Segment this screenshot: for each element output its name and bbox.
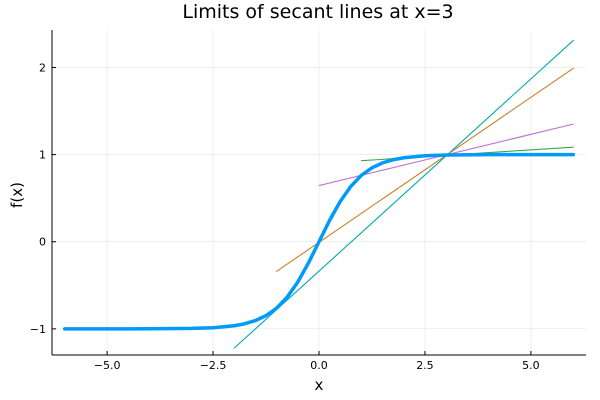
tick-labels: −5.0 −2.5 0.0 2.5 5.0 −1 0 1 2 (30, 61, 540, 372)
x-axis-label: x (315, 376, 324, 394)
x-tick-label: −5.0 (94, 359, 121, 372)
plot-axes (51, 30, 586, 356)
y-tick-label: 1 (39, 149, 46, 162)
y-tick-label: 0 (39, 236, 46, 249)
y-axis-label: f(x) (8, 182, 26, 208)
data-series (62, 39, 576, 349)
x-tick-label: 2.5 (416, 359, 434, 372)
secant-line-2 (276, 67, 574, 272)
y-tick-label: −1 (30, 323, 46, 336)
function-curve-line (62, 152, 576, 331)
y-tick-label: 2 (39, 61, 46, 74)
secant-line-1 (233, 39, 574, 349)
x-tick-label: −2.5 (200, 359, 227, 372)
grid-lines (52, 30, 586, 355)
chart-title: Limits of secant lines at x=3 (182, 1, 453, 23)
x-tick-label: 5.0 (522, 359, 540, 372)
x-tick-label: 0.0 (310, 359, 328, 372)
